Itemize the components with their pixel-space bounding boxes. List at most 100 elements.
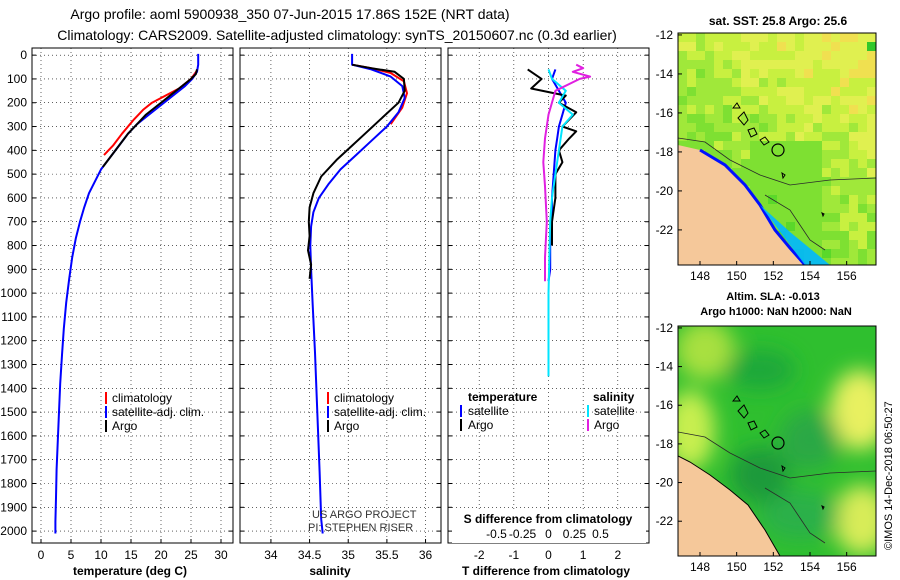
sst-cell	[768, 42, 777, 51]
sst-cell	[741, 141, 750, 150]
sst-cell	[867, 204, 876, 213]
sst-cell	[822, 141, 831, 150]
sst-cell	[822, 105, 831, 114]
sst-cell	[687, 105, 696, 114]
sst-cell	[786, 168, 795, 177]
sst-cell	[849, 60, 858, 69]
sst-cell	[786, 114, 795, 123]
depth-tick-label: 900	[7, 262, 27, 276]
sst-cell	[687, 96, 696, 105]
sst-cell	[867, 222, 876, 231]
top-tick-label: 0.25	[563, 527, 587, 541]
sst-cell	[867, 213, 876, 222]
sst-cell	[849, 87, 858, 96]
sst-cell	[705, 105, 714, 114]
land-australia	[678, 145, 805, 265]
sst-cell	[714, 105, 723, 114]
sst-cell	[750, 186, 759, 195]
sst-cell	[858, 78, 867, 87]
sst-cell	[759, 105, 768, 114]
sst-cell	[822, 132, 831, 141]
sst-cell	[786, 213, 795, 222]
sst-cell	[849, 51, 858, 60]
sst-cell	[759, 69, 768, 78]
series-line-satellite-adj-clim-	[309, 53, 406, 534]
sst-cell	[867, 105, 876, 114]
sst-cell	[750, 159, 759, 168]
sst-cell	[858, 60, 867, 69]
sst-cell	[813, 60, 822, 69]
sst-cell	[732, 78, 741, 87]
sst-cell	[831, 195, 840, 204]
sst-cell	[858, 114, 867, 123]
sst-cell	[786, 96, 795, 105]
sst-cell	[804, 105, 813, 114]
sst-cell	[831, 150, 840, 159]
sst-cell	[822, 150, 831, 159]
sst-cell	[723, 78, 732, 87]
series-line-t-argo	[527, 68, 578, 246]
sst-cell	[795, 186, 804, 195]
credit-project: US ARGO PROJECT	[312, 509, 417, 521]
sst-cell	[678, 69, 687, 78]
sst-cell	[777, 105, 786, 114]
sst-cell	[813, 222, 822, 231]
sst-cell	[858, 69, 867, 78]
sst-cell	[795, 195, 804, 204]
sst-cell	[714, 150, 723, 159]
sst-cell	[804, 159, 813, 168]
depth-tick-label: 400	[7, 143, 27, 157]
sst-cell	[795, 213, 804, 222]
map-y-tick-label: -12	[656, 321, 674, 335]
sst-cell	[786, 123, 795, 132]
x-tick-label: 0	[545, 548, 552, 562]
sst-cell	[840, 204, 849, 213]
depth-tick-label: 200	[7, 96, 27, 110]
sst-cell	[813, 195, 822, 204]
sst-cell	[786, 60, 795, 69]
sst-cell	[696, 87, 705, 96]
sst-cell	[768, 204, 777, 213]
sst-cell	[777, 204, 786, 213]
depth-tick-label: 1800	[0, 477, 27, 491]
x-tick-label: 1	[580, 548, 587, 562]
sst-cell	[867, 96, 876, 105]
sst-cell	[804, 60, 813, 69]
sst-cell	[804, 96, 813, 105]
sst-cell	[804, 42, 813, 51]
x-tick-label: -2	[474, 548, 485, 562]
sst-cell	[768, 51, 777, 60]
sst-cell	[777, 51, 786, 60]
sst-cell	[777, 186, 786, 195]
sst-cell	[705, 114, 714, 123]
land-australia	[678, 456, 780, 556]
depth-tick-label: 1000	[0, 286, 27, 300]
sst-cell	[858, 33, 867, 42]
sla-blobs	[678, 326, 876, 555]
sst-cell	[849, 258, 858, 265]
sst-cell	[696, 51, 705, 60]
sst-cell	[849, 195, 858, 204]
salinity-legend: climatology satellite-adj. clim. Argo	[327, 391, 426, 433]
sst-cell	[840, 114, 849, 123]
depth-tick-label: 800	[7, 239, 27, 253]
sst-cell	[723, 87, 732, 96]
sst-cell	[768, 150, 777, 159]
sst-cell	[768, 159, 777, 168]
sst-cell	[750, 132, 759, 141]
legend-label: Argo	[334, 419, 360, 433]
sst-cell	[849, 114, 858, 123]
sst-cell	[696, 42, 705, 51]
sst-cell	[831, 51, 840, 60]
sst-cell	[795, 159, 804, 168]
imos-timestamp: ©IMOS 14-Dec-2018 06:50:27	[883, 401, 895, 550]
salinity-tick-labels: 34 34.5 35 35.5 36	[264, 548, 432, 562]
sst-cell	[858, 150, 867, 159]
depth-tick-label: 1600	[0, 429, 27, 443]
sst-cell	[723, 33, 732, 42]
sst-cell	[705, 33, 714, 42]
sst-cell	[786, 51, 795, 60]
sst-cell	[678, 60, 687, 69]
reef-outlines	[731, 395, 770, 439]
sst-cell	[759, 150, 768, 159]
